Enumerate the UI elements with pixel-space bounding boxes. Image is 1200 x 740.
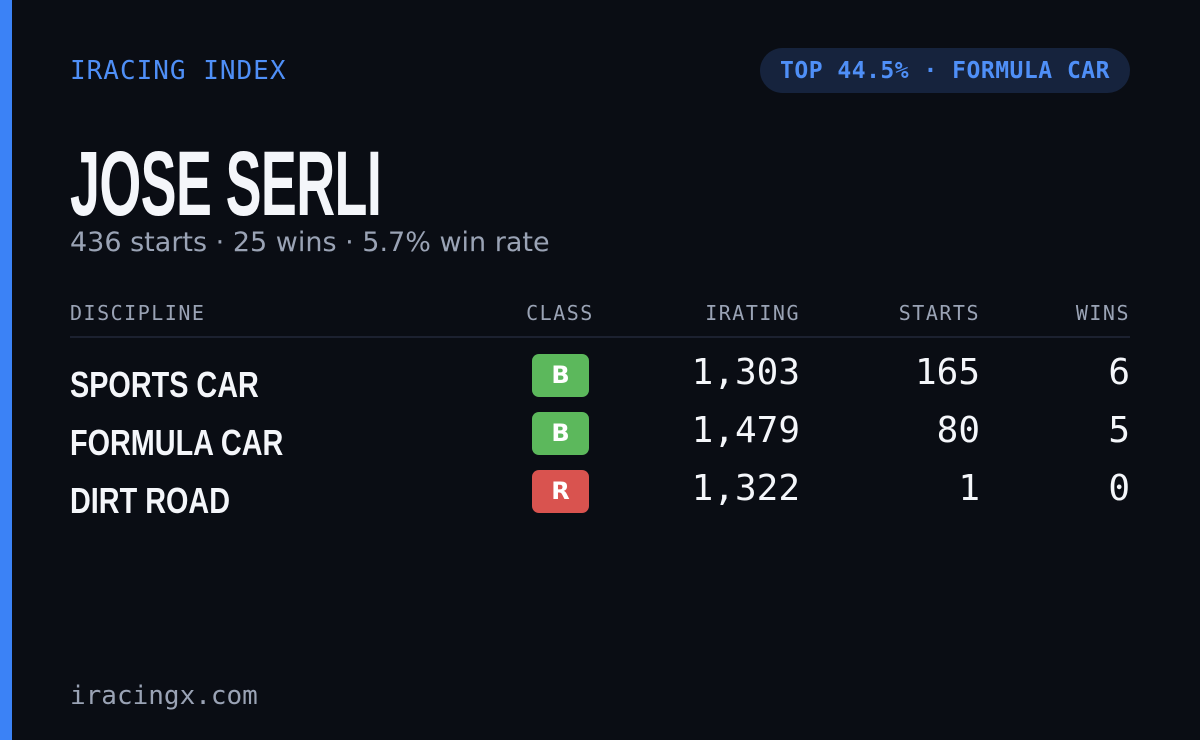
- column-header: CLASS: [526, 301, 594, 325]
- wins: 0: [1108, 468, 1130, 509]
- class-badge: B: [532, 412, 589, 455]
- brand: IRACING INDEX: [70, 56, 287, 86]
- summary: 436 starts · 25 wins · 5.7% win rate: [70, 227, 550, 258]
- starts: 165: [914, 352, 980, 393]
- accent-strip: [0, 0, 12, 740]
- column-header: IRATING: [705, 301, 800, 325]
- irating: 1,303: [691, 352, 800, 393]
- irating: 1,479: [691, 410, 800, 451]
- header-rule: [70, 336, 1130, 338]
- irating: 1,322: [691, 468, 800, 509]
- column-header: WINS: [1075, 301, 1130, 325]
- discipline: SPORTS CAR: [70, 364, 259, 405]
- driver-name: JOSE SERLI: [70, 133, 382, 235]
- column-header: STARTS: [898, 301, 980, 325]
- starts: 1: [958, 468, 980, 509]
- wins: 5: [1108, 410, 1130, 451]
- site: iracingx.com: [70, 681, 258, 711]
- column-header: DISCIPLINE: [70, 301, 206, 325]
- discipline: FORMULA CAR: [70, 422, 284, 463]
- discipline: DIRT ROAD: [70, 480, 230, 521]
- class-badge: R: [532, 470, 589, 513]
- starts: 80: [936, 410, 980, 451]
- rank-badge: TOP 44.5% · FORMULA CAR: [760, 48, 1130, 93]
- class-badge: B: [532, 354, 589, 397]
- wins: 6: [1108, 352, 1130, 393]
